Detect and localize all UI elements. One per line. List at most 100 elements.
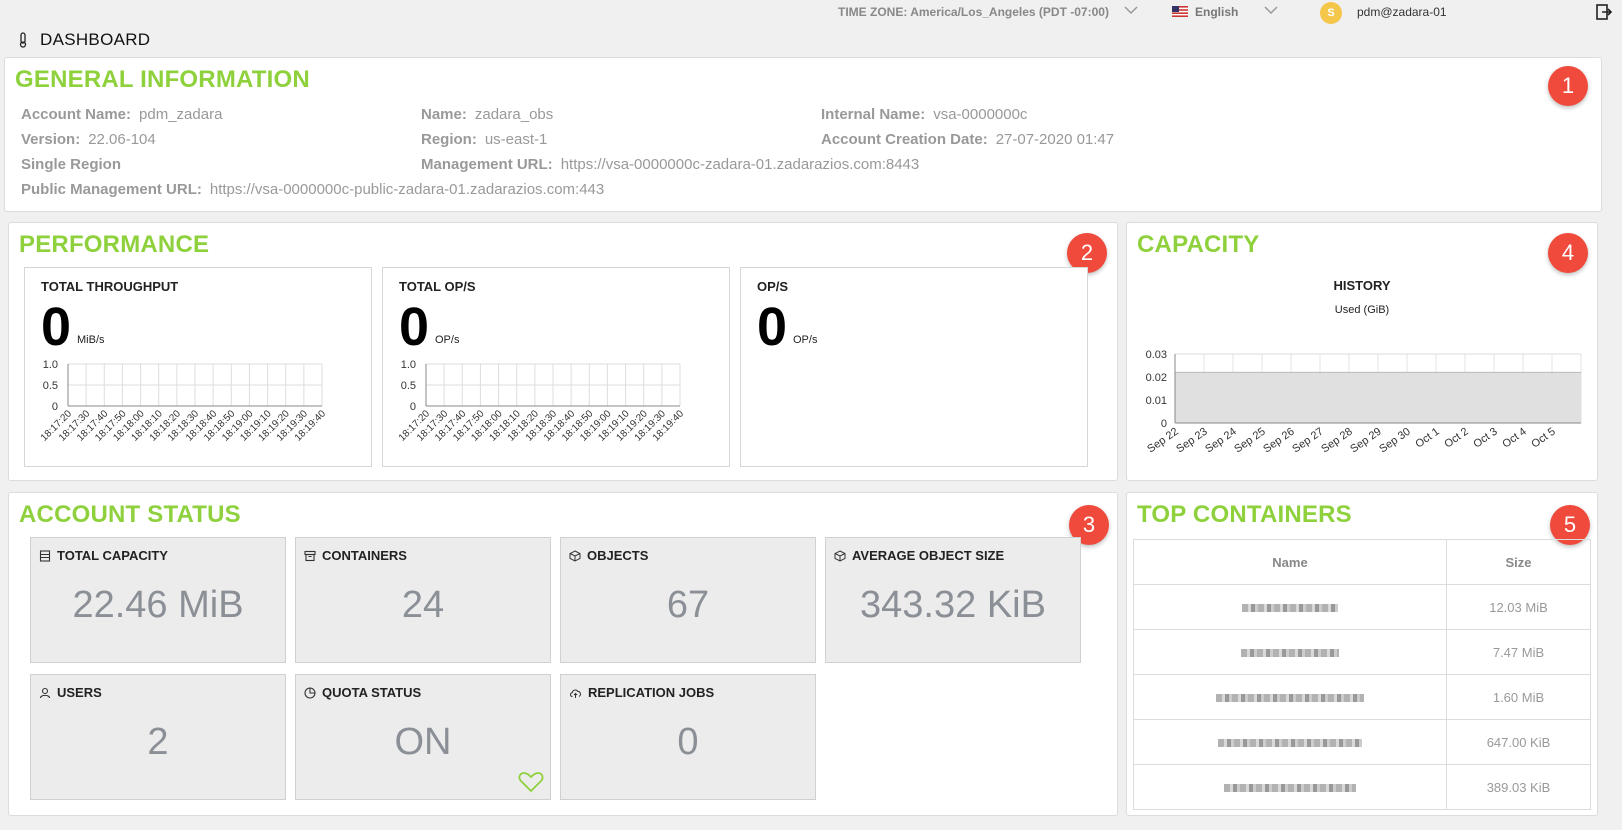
column-header-size[interactable]: Size [1446,539,1591,585]
table-row[interactable]: 1.60 MiB [1133,674,1591,720]
name-field: Name: zadara_obs [421,106,554,123]
x-tick-label: Oct 2 [1442,426,1470,451]
card-value: 22.46 MiB [72,584,244,626]
public-management-url-field: Public Management URL: https://vsa-000000… [21,181,605,198]
column-header-name[interactable]: Name [1133,539,1447,585]
pie-chart-icon [304,686,316,699]
panel-title: GENERAL INFORMATION [15,66,310,93]
y-tick-label: 0.02 [1146,372,1167,384]
containers-card: CONTAINERS 24 [295,537,551,663]
table-row[interactable]: 7.47 MiB [1133,629,1591,675]
page-title-text: DASHBOARD [40,30,151,49]
container-size: 12.03 MiB [1446,584,1591,630]
ops-chart: 1.00.5018:17:2018:17:3018:17:4018:17:501… [397,359,687,444]
container-size: 7.47 MiB [1446,629,1591,675]
y-tick-label: 0 [410,401,416,413]
y-tick-label: 1.0 [43,359,58,371]
capacity-panel: CAPACITY 4 HISTORY Used (GiB) 0.03 0.02 0.… [1126,222,1598,481]
top-containers-table: Name Size 12.03 MiB 7.47 MiB 1.60 MiB 64… [1133,539,1591,810]
internal-name-field: Internal Name: vsa-0000000c [821,106,1028,123]
table-row[interactable]: 389.03 KiB [1133,764,1591,810]
x-tick-label: Sep 28 [1319,426,1354,456]
database-icon [39,549,51,562]
us-flag-icon [1172,6,1188,17]
language-selector[interactable]: English [1195,5,1239,19]
user-name[interactable]: pdm@zadara-01 [1357,5,1447,19]
cube-icon [569,549,581,562]
card-value: 67 [666,584,710,626]
y-tick-label: 0.01 [1146,395,1167,407]
top-bar: TIME ZONE: America/Los_Angeles (PDT -07:… [0,0,1622,26]
chevron-down-icon[interactable] [1263,4,1279,16]
container-name-redacted[interactable] [1133,584,1447,630]
y-tick-label: 0.03 [1146,349,1167,361]
x-tick-label: Sep 26 [1261,426,1296,456]
page-title: DASHBOARD [18,30,150,50]
users-card: USERS 2 [30,674,286,800]
x-tick-label: Oct 4 [1500,426,1528,451]
objects-card: OBJECTS 67 [560,537,816,663]
panel-title: CAPACITY [1137,231,1260,258]
y-tick-label: 0 [52,401,58,413]
x-tick-label: Sep 29 [1348,426,1383,456]
card-value: 0 [757,297,788,357]
management-url-field: Management URL: https://vsa-0000000c-zada… [421,156,920,173]
table-row[interactable]: 647.00 KiB [1133,719,1591,765]
capacity-area [1175,372,1581,423]
card-label: TOTAL THROUGHPUT [41,279,179,294]
table-row[interactable]: 12.03 MiB [1133,584,1591,630]
x-tick-label: Oct 5 [1529,426,1557,451]
container-name-redacted[interactable] [1133,764,1447,810]
logout-icon[interactable] [1596,4,1612,20]
chevron-down-icon[interactable] [1123,4,1139,16]
cube-icon [834,549,846,562]
archive-icon [304,550,316,561]
x-tick-label: Sep 22 [1145,426,1180,456]
step-badge: 5 [1550,505,1590,545]
account-name-field: Account Name: pdm_zadara [21,106,223,123]
card-unit: OP/s [435,334,460,346]
panel-title: TOP CONTAINERS [1137,501,1352,528]
card-value: 2 [147,721,169,763]
throughput-chart: 1.00.5018:17:2018:17:3018:17:4018:17:501… [39,359,329,444]
container-name-redacted[interactable] [1133,674,1447,720]
container-size: 389.03 KiB [1446,764,1591,810]
x-tick-label: Sep 23 [1174,426,1209,456]
performance-panel: PERFORMANCE 2 TOTAL THROUGHPUT 0 MiB/s 1… [8,222,1118,481]
card-value: 343.32 KiB [860,584,1046,626]
cloud-upload-icon [570,689,581,698]
card-label: CONTAINERS [322,548,407,563]
total-throughput-card: TOTAL THROUGHPUT 0 MiB/s 1.0 0.5 0 18:17:20… [24,267,372,467]
container-name-redacted[interactable] [1133,719,1447,765]
x-tick-label: Oct 1 [1413,426,1441,451]
avatar[interactable]: S [1320,2,1342,24]
card-value: ON [394,721,452,763]
x-tick-label: Sep 27 [1290,426,1325,456]
x-tick-label: Sep 30 [1377,426,1412,456]
panel-title: ACCOUNT STATUS [19,501,241,528]
card-label: TOTAL CAPACITY [57,548,168,563]
version-field: Version: 22.06-104 [21,131,156,148]
total-ops-card: TOTAL OP/S 0 OP/s 1.0 0.5 0 18:17:20 18:17:3… [382,267,730,467]
top-containers-panel: TOP CONTAINERS 5 Name Size 12.03 MiB 7.4… [1126,492,1598,816]
container-name-redacted[interactable] [1133,629,1447,675]
card-value: 0 [41,297,72,357]
heart-icon [518,772,544,793]
panel-title: PERFORMANCE [19,231,210,258]
account-status-panel: ACCOUNT STATUS 3 TOTAL CAPACITY 22.46 Mi… [8,492,1118,816]
card-label: AVERAGE OBJECT SIZE [852,548,1005,563]
card-value: 0 [399,297,430,357]
timezone-selector[interactable]: TIME ZONE: America/Los_Angeles (PDT -07:… [838,5,1109,19]
container-size: 1.60 MiB [1446,674,1591,720]
x-tick-label: Sep 25 [1232,426,1267,456]
step-badge: 2 [1067,233,1107,273]
region-field: Region: us-east-1 [421,131,548,148]
ops-card: OP/S 0 OP/s [740,267,1088,467]
quota-status-card: QUOTA STATUS ON [295,674,551,800]
card-label: QUOTA STATUS [322,685,422,700]
card-label: TOTAL OP/S [399,279,476,294]
replication-jobs-card: REPLICATION JOBS 0 [560,674,816,800]
y-tick-label: 1.0 [401,359,416,371]
step-badge: 1 [1548,66,1588,106]
user-icon [39,687,51,698]
